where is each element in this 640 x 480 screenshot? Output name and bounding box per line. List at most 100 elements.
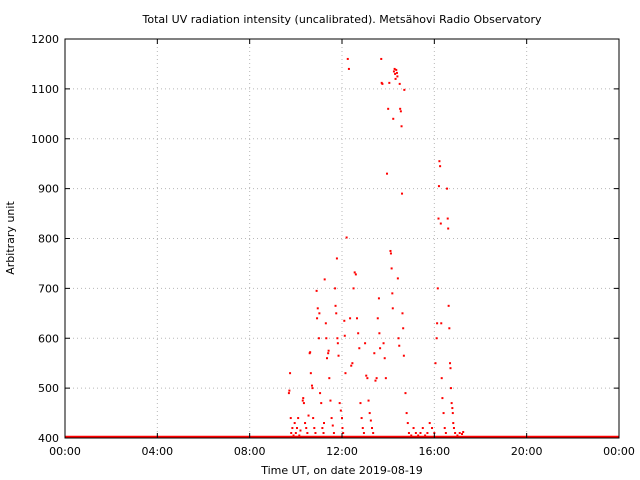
- y-axis-label: Arbitrary unit: [4, 201, 17, 275]
- data-point: [327, 349, 330, 352]
- data-point: [414, 432, 417, 435]
- data-point: [461, 433, 464, 436]
- data-point: [294, 432, 297, 435]
- data-point: [289, 417, 292, 420]
- data-point: [392, 70, 395, 73]
- data-point: [322, 432, 325, 435]
- data-point: [344, 372, 347, 375]
- data-point: [291, 427, 294, 430]
- data-point: [454, 432, 457, 435]
- data-point: [342, 432, 345, 435]
- data-point: [405, 412, 408, 415]
- x-tick-label: 08:00: [234, 445, 266, 458]
- data-point: [437, 185, 440, 188]
- data-point: [396, 75, 399, 78]
- data-point: [351, 362, 354, 365]
- data-point: [335, 312, 338, 315]
- data-point: [325, 357, 328, 360]
- data-point: [315, 289, 318, 292]
- data-point: [360, 417, 363, 420]
- data-point: [440, 377, 443, 380]
- data-point: [292, 434, 295, 437]
- data-point: [417, 434, 420, 437]
- data-point: [310, 384, 313, 387]
- data-point: [289, 372, 292, 375]
- data-point: [319, 392, 322, 395]
- y-tick-label: 800: [38, 233, 59, 246]
- x-tick-label: 04:00: [141, 445, 173, 458]
- data-point: [391, 292, 394, 295]
- data-point: [458, 432, 461, 435]
- data-point: [334, 304, 337, 307]
- data-point: [323, 278, 326, 281]
- data-point: [407, 432, 410, 435]
- data-point: [440, 322, 443, 325]
- data-point: [350, 364, 353, 367]
- x-tick-label: 00:00: [49, 445, 81, 458]
- data-point: [387, 107, 390, 110]
- data-point: [341, 427, 344, 430]
- data-point: [320, 402, 323, 405]
- data-point: [287, 392, 290, 395]
- data-point: [396, 277, 399, 280]
- x-tick-label: 16:00: [418, 445, 450, 458]
- data-point: [349, 317, 352, 320]
- data-point: [399, 107, 402, 110]
- chart-title: Total UV radiation intensity (uncalibrat…: [142, 13, 542, 26]
- data-point: [373, 352, 376, 355]
- data-point: [450, 402, 453, 405]
- data-point: [386, 172, 389, 175]
- data-point: [316, 307, 319, 310]
- data-point: [400, 125, 403, 128]
- data-point: [452, 422, 455, 425]
- data-points: [287, 57, 465, 437]
- data-point: [390, 267, 393, 270]
- data-point: [391, 307, 394, 310]
- data-point: [406, 422, 409, 425]
- data-point: [321, 427, 324, 430]
- data-point: [444, 432, 447, 435]
- data-point: [313, 427, 316, 430]
- data-point: [336, 337, 339, 340]
- data-point: [301, 399, 304, 402]
- data-point: [293, 422, 296, 425]
- data-point: [403, 88, 406, 91]
- data-point: [368, 412, 371, 415]
- y-tick-label: 1000: [31, 133, 59, 146]
- data-point: [357, 332, 360, 335]
- data-point: [337, 354, 340, 357]
- y-tick-label: 600: [38, 332, 59, 345]
- data-point: [336, 342, 339, 345]
- data-point: [343, 319, 346, 322]
- x-axis-ticks: 00:00 04:00 08:00 12:00 16:00 20:00 00:00: [49, 39, 635, 458]
- data-point: [324, 322, 327, 325]
- data-point: [367, 399, 370, 402]
- y-axis-ticks: 400 500 600 700 800 900 1000 1100 1200: [31, 33, 619, 445]
- data-point: [347, 67, 350, 70]
- data-point: [374, 379, 377, 382]
- data-point: [329, 399, 332, 402]
- y-tick-label: 900: [38, 183, 59, 196]
- data-point: [447, 304, 450, 307]
- data-point: [382, 342, 385, 345]
- data-point: [314, 432, 317, 435]
- data-point: [447, 227, 450, 230]
- y-tick-label: 1100: [31, 83, 59, 96]
- data-point: [334, 287, 337, 290]
- data-point: [452, 427, 455, 430]
- data-point: [437, 217, 440, 220]
- data-point: [404, 392, 407, 395]
- data-point: [307, 414, 310, 417]
- data-point: [401, 192, 404, 195]
- data-point: [335, 257, 338, 260]
- data-point: [339, 409, 342, 412]
- data-point: [426, 432, 429, 435]
- data-point: [380, 57, 383, 60]
- data-point: [318, 312, 321, 315]
- data-point: [378, 332, 381, 335]
- data-point: [359, 402, 362, 405]
- data-point: [371, 427, 374, 430]
- data-point: [389, 249, 392, 252]
- data-point: [412, 427, 415, 430]
- data-point: [446, 217, 449, 220]
